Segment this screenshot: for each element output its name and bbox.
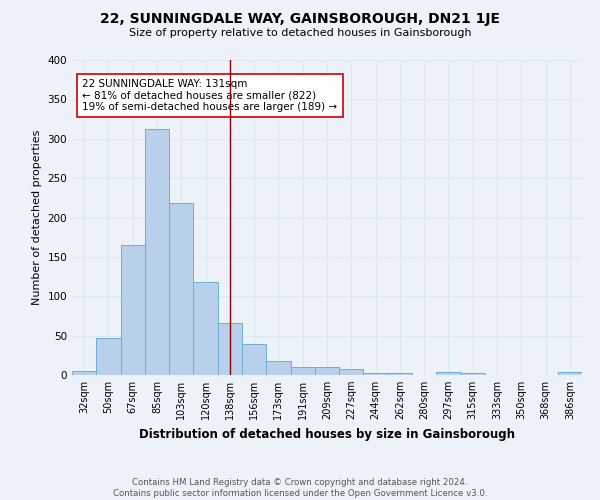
Bar xyxy=(290,367,315,375)
X-axis label: Distribution of detached houses by size in Gainsborough: Distribution of detached houses by size … xyxy=(139,428,515,440)
Bar xyxy=(242,344,266,375)
Bar xyxy=(193,282,218,375)
Text: Contains HM Land Registry data © Crown copyright and database right 2024.
Contai: Contains HM Land Registry data © Crown c… xyxy=(113,478,487,498)
Bar xyxy=(436,372,461,375)
Bar xyxy=(315,367,339,375)
Bar xyxy=(121,245,145,375)
Bar xyxy=(169,204,193,375)
Bar xyxy=(364,372,388,375)
Bar xyxy=(339,370,364,375)
Text: 22, SUNNINGDALE WAY, GAINSBOROUGH, DN21 1JE: 22, SUNNINGDALE WAY, GAINSBOROUGH, DN21 … xyxy=(100,12,500,26)
Bar xyxy=(96,338,121,375)
Y-axis label: Number of detached properties: Number of detached properties xyxy=(32,130,42,305)
Bar xyxy=(388,372,412,375)
Bar xyxy=(266,361,290,375)
Text: 22 SUNNINGDALE WAY: 131sqm
← 81% of detached houses are smaller (822)
19% of sem: 22 SUNNINGDALE WAY: 131sqm ← 81% of deta… xyxy=(82,79,337,112)
Text: Size of property relative to detached houses in Gainsborough: Size of property relative to detached ho… xyxy=(128,28,472,38)
Bar xyxy=(145,130,169,375)
Bar xyxy=(72,371,96,375)
Bar xyxy=(558,372,582,375)
Bar xyxy=(461,374,485,375)
Bar xyxy=(218,323,242,375)
